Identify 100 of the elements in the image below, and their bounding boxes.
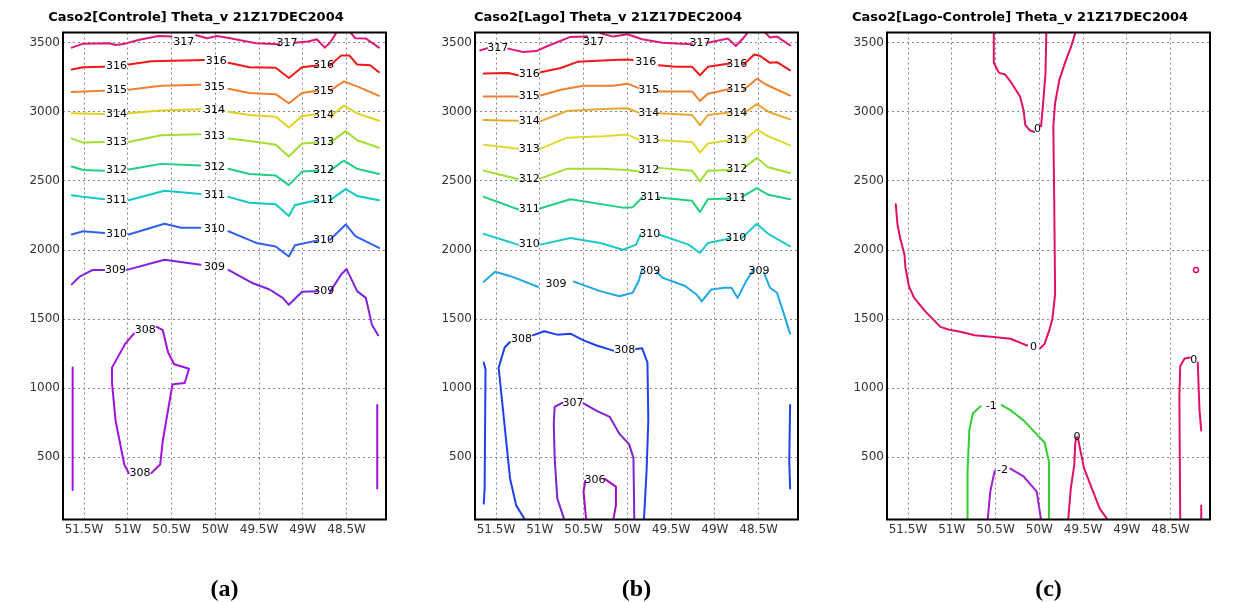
- text: 311: [203, 188, 225, 202]
- x-tick-label: 48.5W: [1151, 521, 1191, 536]
- text: 314: [203, 103, 225, 117]
- y-tick-label: 2500: [853, 173, 884, 188]
- chart-title: Caso2[Controle] Theta_v 21Z17DEC2004: [48, 9, 344, 26]
- series-label: 314: [638, 105, 660, 119]
- series-label: -1: [985, 398, 997, 412]
- y-tick-label: 500: [37, 449, 60, 464]
- x-tick-label: 50W: [613, 521, 642, 536]
- text: 309: [639, 263, 661, 277]
- y-tick-label: 2000: [29, 242, 60, 257]
- x-tick-label: 51W: [938, 521, 966, 536]
- series-label: 0: [1034, 121, 1042, 135]
- series-label: 315: [518, 88, 540, 102]
- x-tick-label: 50.5W: [152, 521, 191, 536]
- series-label: 313: [638, 132, 660, 146]
- y-tick-label: 2500: [441, 173, 472, 188]
- text: (a): [210, 574, 239, 601]
- text: 314: [518, 113, 540, 127]
- y-tick-label: 3500: [441, 35, 472, 50]
- series-label: 314: [312, 108, 334, 122]
- x-tick-label: 48.5W: [739, 521, 779, 536]
- x-tick-label: 51.5W: [476, 521, 516, 536]
- x-tick-label: 50W: [1025, 521, 1054, 536]
- x-tick-label: 50.5W: [976, 521, 1015, 536]
- x-tick-label: 49W: [1113, 521, 1141, 536]
- text: (c): [1035, 574, 1062, 601]
- text: 315: [638, 82, 660, 96]
- y-tick-label: 3500: [853, 35, 884, 50]
- text: 309: [105, 262, 127, 276]
- series-label: 315: [312, 83, 334, 97]
- text: 308: [510, 331, 532, 345]
- series-label: 0: [1030, 339, 1038, 353]
- y-tick-label: 1000: [29, 380, 60, 395]
- y-tick-label: 2500: [29, 173, 60, 188]
- x-tick-label: 51.5W: [888, 521, 928, 536]
- text: 317: [173, 35, 195, 49]
- text: 308: [134, 323, 156, 337]
- text: 312: [638, 162, 660, 176]
- y-tick-label: 3000: [853, 104, 884, 119]
- x-tick-label: 50W: [201, 521, 230, 536]
- x-tick-label: 49.5W: [239, 521, 279, 536]
- text: 310: [203, 222, 225, 236]
- text: 317: [689, 36, 711, 50]
- text: 316: [105, 58, 127, 72]
- x-tick-label: 49W: [701, 521, 729, 536]
- series-label: 316: [312, 58, 334, 72]
- y-tick-label: 1000: [441, 380, 472, 395]
- text: 311: [725, 190, 747, 204]
- text: 316: [518, 66, 540, 80]
- text: 313: [203, 129, 225, 143]
- series-label: 310: [105, 226, 127, 240]
- y-tick-label: 1500: [29, 311, 60, 326]
- x-tick-label: 50.5W: [564, 521, 603, 536]
- series-label: 308: [614, 342, 636, 356]
- chart-title: Caso2[Lago-Controle] Theta_v 21Z17DEC2004: [851, 9, 1189, 26]
- x-tick-label: 51W: [526, 521, 554, 536]
- series-label: 312: [312, 163, 334, 177]
- text: 311: [105, 192, 127, 206]
- y-tick-label: 500: [861, 449, 884, 464]
- series-label: 309: [748, 263, 770, 277]
- y-tick-label: 1500: [853, 311, 884, 326]
- text: 313: [105, 134, 127, 148]
- series-label: 309: [313, 284, 335, 298]
- series-label: 311: [640, 190, 662, 204]
- series-label: 312: [518, 171, 540, 185]
- text: 316: [635, 55, 657, 69]
- text: 310: [725, 231, 747, 245]
- y-tick-label: 2000: [853, 242, 884, 257]
- series-label: 0: [1190, 352, 1198, 366]
- text: 309: [545, 277, 567, 291]
- text: 315: [203, 79, 225, 93]
- y-tick-label: 500: [449, 449, 472, 464]
- x-tick-label: 49.5W: [651, 521, 691, 536]
- text: 312: [726, 161, 748, 175]
- y-tick-label: 1500: [441, 311, 472, 326]
- text: 315: [726, 82, 748, 96]
- text: (b): [621, 574, 652, 601]
- x-tick-label: 48.5W: [327, 521, 367, 536]
- text: 314: [105, 106, 127, 120]
- text: 313: [518, 141, 540, 155]
- series-label: 316: [726, 56, 748, 70]
- y-tick-label: 3500: [29, 35, 60, 50]
- text: 310: [312, 233, 334, 246]
- y-tick-label: 3000: [441, 104, 472, 119]
- text: 312: [105, 162, 127, 176]
- text: 317: [583, 35, 605, 49]
- text: 315: [105, 83, 127, 97]
- series-label: 311: [312, 193, 334, 207]
- series-label: 306: [584, 472, 606, 486]
- text: 312: [203, 160, 225, 174]
- series-label: 310: [639, 227, 661, 241]
- text: 314: [726, 105, 748, 119]
- x-tick-label: 51W: [114, 521, 142, 536]
- text: 313: [726, 133, 748, 147]
- text: 309: [203, 260, 225, 274]
- y-tick-label: 2000: [441, 242, 472, 257]
- series-label: -2: [997, 462, 1009, 476]
- y-tick-label: 1000: [853, 380, 884, 395]
- series-label: 317: [487, 41, 509, 55]
